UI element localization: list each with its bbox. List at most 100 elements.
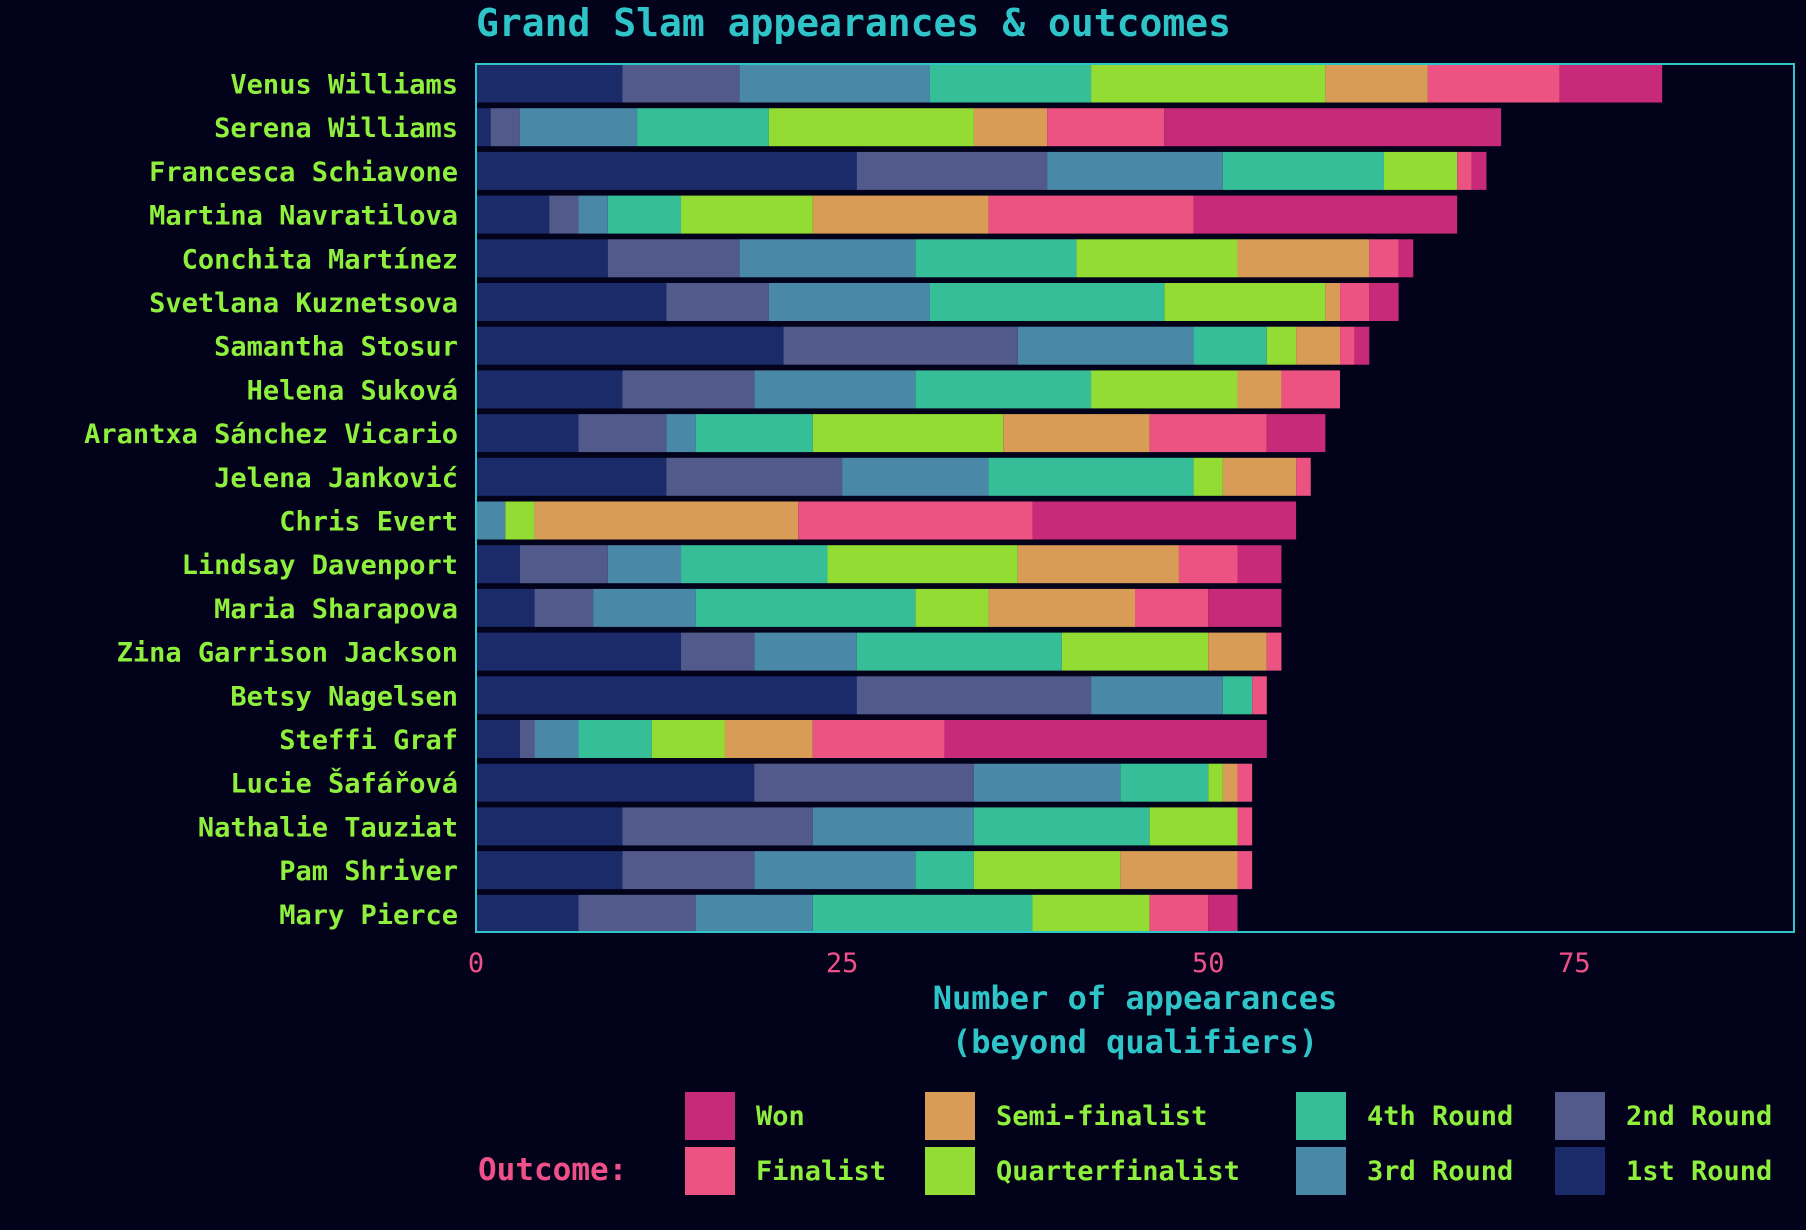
x-tick-label-50: 50 [1192, 948, 1225, 979]
bar-segment-mary-pierce-quarterfinalist [1032, 894, 1150, 933]
bar-segment-conchita-martinez-semi-finalist [1237, 239, 1370, 278]
bar-segment-steffi-graf-4th-round [578, 720, 652, 758]
bar-segment-mary-pierce-finalist [1149, 894, 1209, 933]
bar-segment-svetlana-kuznetsova-2nd-round [666, 283, 769, 321]
bar-segment-martina-navratilova-3rd-round [578, 195, 608, 234]
bar-segment-venus-williams-finalist [1427, 64, 1560, 103]
category-label-pam-shriver: Pam Shriver [279, 856, 458, 887]
bar-segment-pam-shriver-finalist [1237, 851, 1253, 890]
bar-segment-chris-evert-quarterfinalist [505, 501, 535, 540]
category-label-nathalie-tauziat: Nathalie Tauziat [198, 812, 458, 843]
bar-segment-chris-evert-semi-finalist [534, 501, 799, 540]
bar-segment-conchita-martinez-4th-round [915, 239, 1077, 278]
legend-label-1st-round: 1st Round [1626, 1156, 1772, 1187]
bar-segment-steffi-graf-3rd-round [534, 720, 579, 758]
bar-segment-samantha-stosur-won [1354, 326, 1370, 365]
bar-segment-samantha-stosur-3rd-round [1017, 326, 1194, 365]
bar-segment-conchita-martinez-2nd-round [607, 239, 740, 278]
bar-segment-zina-garrison-jackson-semi-finalist [1208, 632, 1267, 671]
bar-segment-arantxa-sanchez-vicario-semi-finalist [1003, 414, 1150, 453]
bar-segment-steffi-graf-quarterfinalist [651, 720, 725, 758]
bar-segment-svetlana-kuznetsova-won [1369, 283, 1399, 321]
chart-title: Grand Slam appearances & outcomes [476, 1, 1231, 45]
bar-segment-mary-pierce-won [1208, 894, 1238, 933]
bar-segment-nathalie-tauziat-1st-round [476, 807, 623, 846]
bar-segment-zina-garrison-jackson-4th-round [856, 632, 1062, 671]
bar-segment-helena-sukova-4th-round [915, 370, 1092, 409]
category-label-betsy-nagelsen: Betsy Nagelsen [230, 681, 458, 712]
x-tick-label-75: 75 [1558, 948, 1591, 979]
bar-segment-venus-williams-2nd-round [622, 64, 740, 103]
legend-swatch-1st-round [1555, 1147, 1605, 1195]
legend-swatch-quarterfinalist [925, 1147, 975, 1195]
x-axis-title-line-2: (beyond qualifiers) [952, 1023, 1318, 1061]
bar-segment-chris-evert-3rd-round [476, 501, 506, 540]
bar-segment-maria-sharapova-won [1208, 588, 1282, 627]
bar-segment-martina-navratilova-1st-round [476, 195, 550, 234]
bar-segment-steffi-graf-won [944, 720, 1267, 758]
bar-segment-jelena-jankovic-2nd-round [666, 457, 843, 496]
legend-swatch-4th-round [1296, 1092, 1346, 1140]
bar-segment-arantxa-sanchez-vicario-won [1266, 414, 1326, 453]
bar-segment-samantha-stosur-4th-round [1193, 326, 1267, 365]
bar-segment-maria-sharapova-1st-round [476, 588, 535, 627]
bar-segment-conchita-martinez-quarterfinalist [1076, 239, 1238, 278]
bar-segment-pam-shriver-4th-round [915, 851, 974, 890]
bar-segment-lindsay-davenport-finalist [1178, 545, 1238, 584]
bar-segment-maria-sharapova-4th-round [695, 588, 916, 627]
bar-segment-lucie-safarova-3rd-round [973, 763, 1121, 802]
bar-segment-martina-navratilova-4th-round [607, 195, 682, 234]
category-label-lucie-safarova: Lucie Šafářová [230, 768, 458, 800]
bar-segment-steffi-graf-semi-finalist [724, 720, 813, 758]
bar-segment-serena-williams-semi-finalist [973, 108, 1048, 147]
bar-segment-zina-garrison-jackson-finalist [1266, 632, 1282, 671]
bar-segment-francesca-schiavone-2nd-round [856, 151, 1048, 190]
x-tick-labels: 0 25 50 75 [468, 948, 1591, 979]
legend-swatch-semi-finalist [925, 1092, 975, 1140]
bar-segment-serena-williams-finalist [1047, 108, 1165, 147]
bar-segment-maria-sharapova-semi-finalist [988, 588, 1135, 627]
bar-segment-helena-sukova-1st-round [476, 370, 623, 409]
bar-segment-lucie-safarova-quarterfinalist [1208, 763, 1223, 802]
bar-segment-martina-navratilova-finalist [988, 195, 1194, 234]
bar-segment-lindsay-davenport-3rd-round [607, 545, 682, 584]
bar-segment-betsy-nagelsen-finalist [1252, 676, 1267, 715]
bar-segment-lucie-safarova-1st-round [476, 763, 755, 802]
bar-segment-svetlana-kuznetsova-1st-round [476, 283, 667, 321]
bar-segment-pam-shriver-quarterfinalist [973, 851, 1121, 890]
bar-segment-martina-navratilova-2nd-round [549, 195, 579, 234]
bar-segment-helena-sukova-finalist [1281, 370, 1341, 409]
bar-segment-venus-williams-quarterfinalist [1091, 64, 1326, 103]
bar-segment-steffi-graf-2nd-round [519, 720, 535, 758]
category-label-martina-navratilova: Martina Navratilova [149, 201, 458, 232]
bar-segment-serena-williams-2nd-round [490, 108, 520, 147]
bar-segment-svetlana-kuznetsova-4th-round [929, 283, 1165, 321]
x-tick-label-25: 25 [826, 948, 859, 979]
category-label-venus-williams: Venus Williams [230, 70, 458, 101]
bar-segment-venus-williams-4th-round [929, 64, 1092, 103]
category-label-conchita-martinez: Conchita Martínez [182, 244, 458, 275]
bar-segment-betsy-nagelsen-2nd-round [856, 676, 1092, 715]
category-label-jelena-jankovic: Jelena Janković [214, 463, 458, 494]
bar-segment-helena-sukova-quarterfinalist [1091, 370, 1238, 409]
bar-segment-venus-williams-3rd-round [739, 64, 930, 103]
bar-segment-lucie-safarova-finalist [1237, 763, 1253, 802]
bar-segment-steffi-graf-finalist [812, 720, 945, 758]
bar-segment-arantxa-sanchez-vicario-4th-round [695, 414, 813, 453]
bar-segment-svetlana-kuznetsova-finalist [1340, 283, 1370, 321]
category-label-lindsay-davenport: Lindsay Davenport [182, 550, 458, 581]
bar-segment-venus-williams-won [1559, 64, 1663, 103]
bar-segment-serena-williams-quarterfinalist [768, 108, 974, 147]
bar-segment-svetlana-kuznetsova-3rd-round [768, 283, 930, 321]
bar-segment-pam-shriver-3rd-round [754, 851, 916, 890]
bar-segment-maria-sharapova-3rd-round [593, 588, 696, 627]
bar-segment-arantxa-sanchez-vicario-2nd-round [578, 414, 667, 453]
category-label-maria-sharapova: Maria Sharapova [214, 594, 458, 625]
bar-segment-serena-williams-won [1164, 108, 1502, 147]
bar-segment-steffi-graf-1st-round [476, 720, 520, 758]
bar-segment-jelena-jankovic-finalist [1296, 457, 1311, 496]
bar-segment-betsy-nagelsen-1st-round [476, 676, 857, 715]
bar-segment-lucie-safarova-semi-finalist [1222, 763, 1238, 802]
bar-segment-serena-williams-1st-round [476, 108, 491, 147]
bar-segment-serena-williams-4th-round [637, 108, 769, 147]
